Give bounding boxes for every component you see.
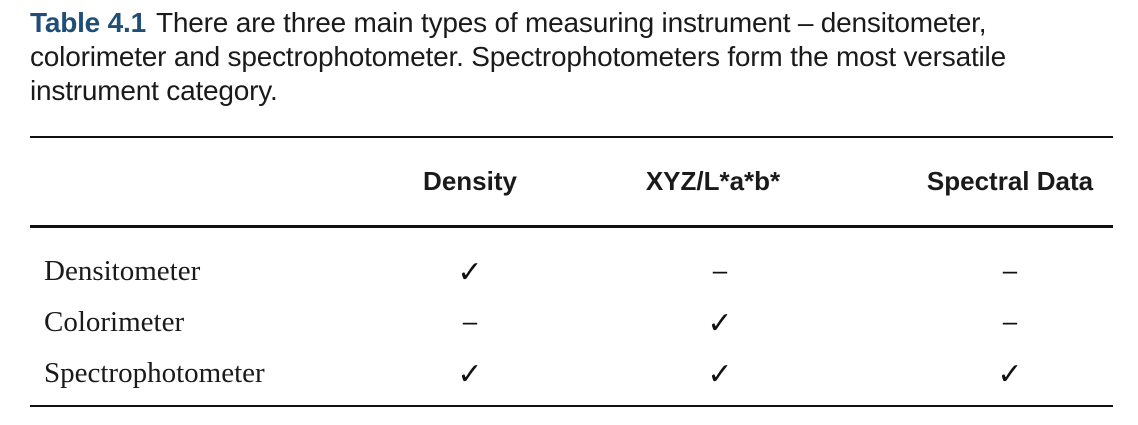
row-label-spectrophotometer: Spectrophotometer xyxy=(44,357,265,389)
table-cell: ✓ xyxy=(457,255,483,290)
table-header-rule xyxy=(30,225,1113,228)
table-cell: – xyxy=(1002,255,1018,285)
table-top-rule xyxy=(30,136,1113,138)
row-label-colorimeter: Colorimeter xyxy=(44,306,185,338)
table-cell: – xyxy=(462,306,478,336)
table-cell: ✓ xyxy=(997,357,1023,392)
table-cell: ✓ xyxy=(707,357,733,392)
column-header-spectral-data: Spectral Data xyxy=(926,166,1094,196)
column-header-density: Density xyxy=(423,166,517,196)
row-label-densitometer: Densitometer xyxy=(44,255,201,287)
table-bottom-rule xyxy=(30,405,1113,407)
table-cell: – xyxy=(1002,306,1018,336)
column-header-xyz-lab: XYZ/L*a*b* xyxy=(645,166,781,196)
table-caption-label: Table 4.1 xyxy=(30,7,146,38)
table-cell: – xyxy=(712,255,728,285)
table-cell: ✓ xyxy=(707,306,733,341)
table-caption-text: There are three main types of measuring … xyxy=(30,7,1006,106)
table-cell: ✓ xyxy=(457,357,483,392)
table-caption: Table 4.1 There are three main types of m… xyxy=(30,6,1120,108)
